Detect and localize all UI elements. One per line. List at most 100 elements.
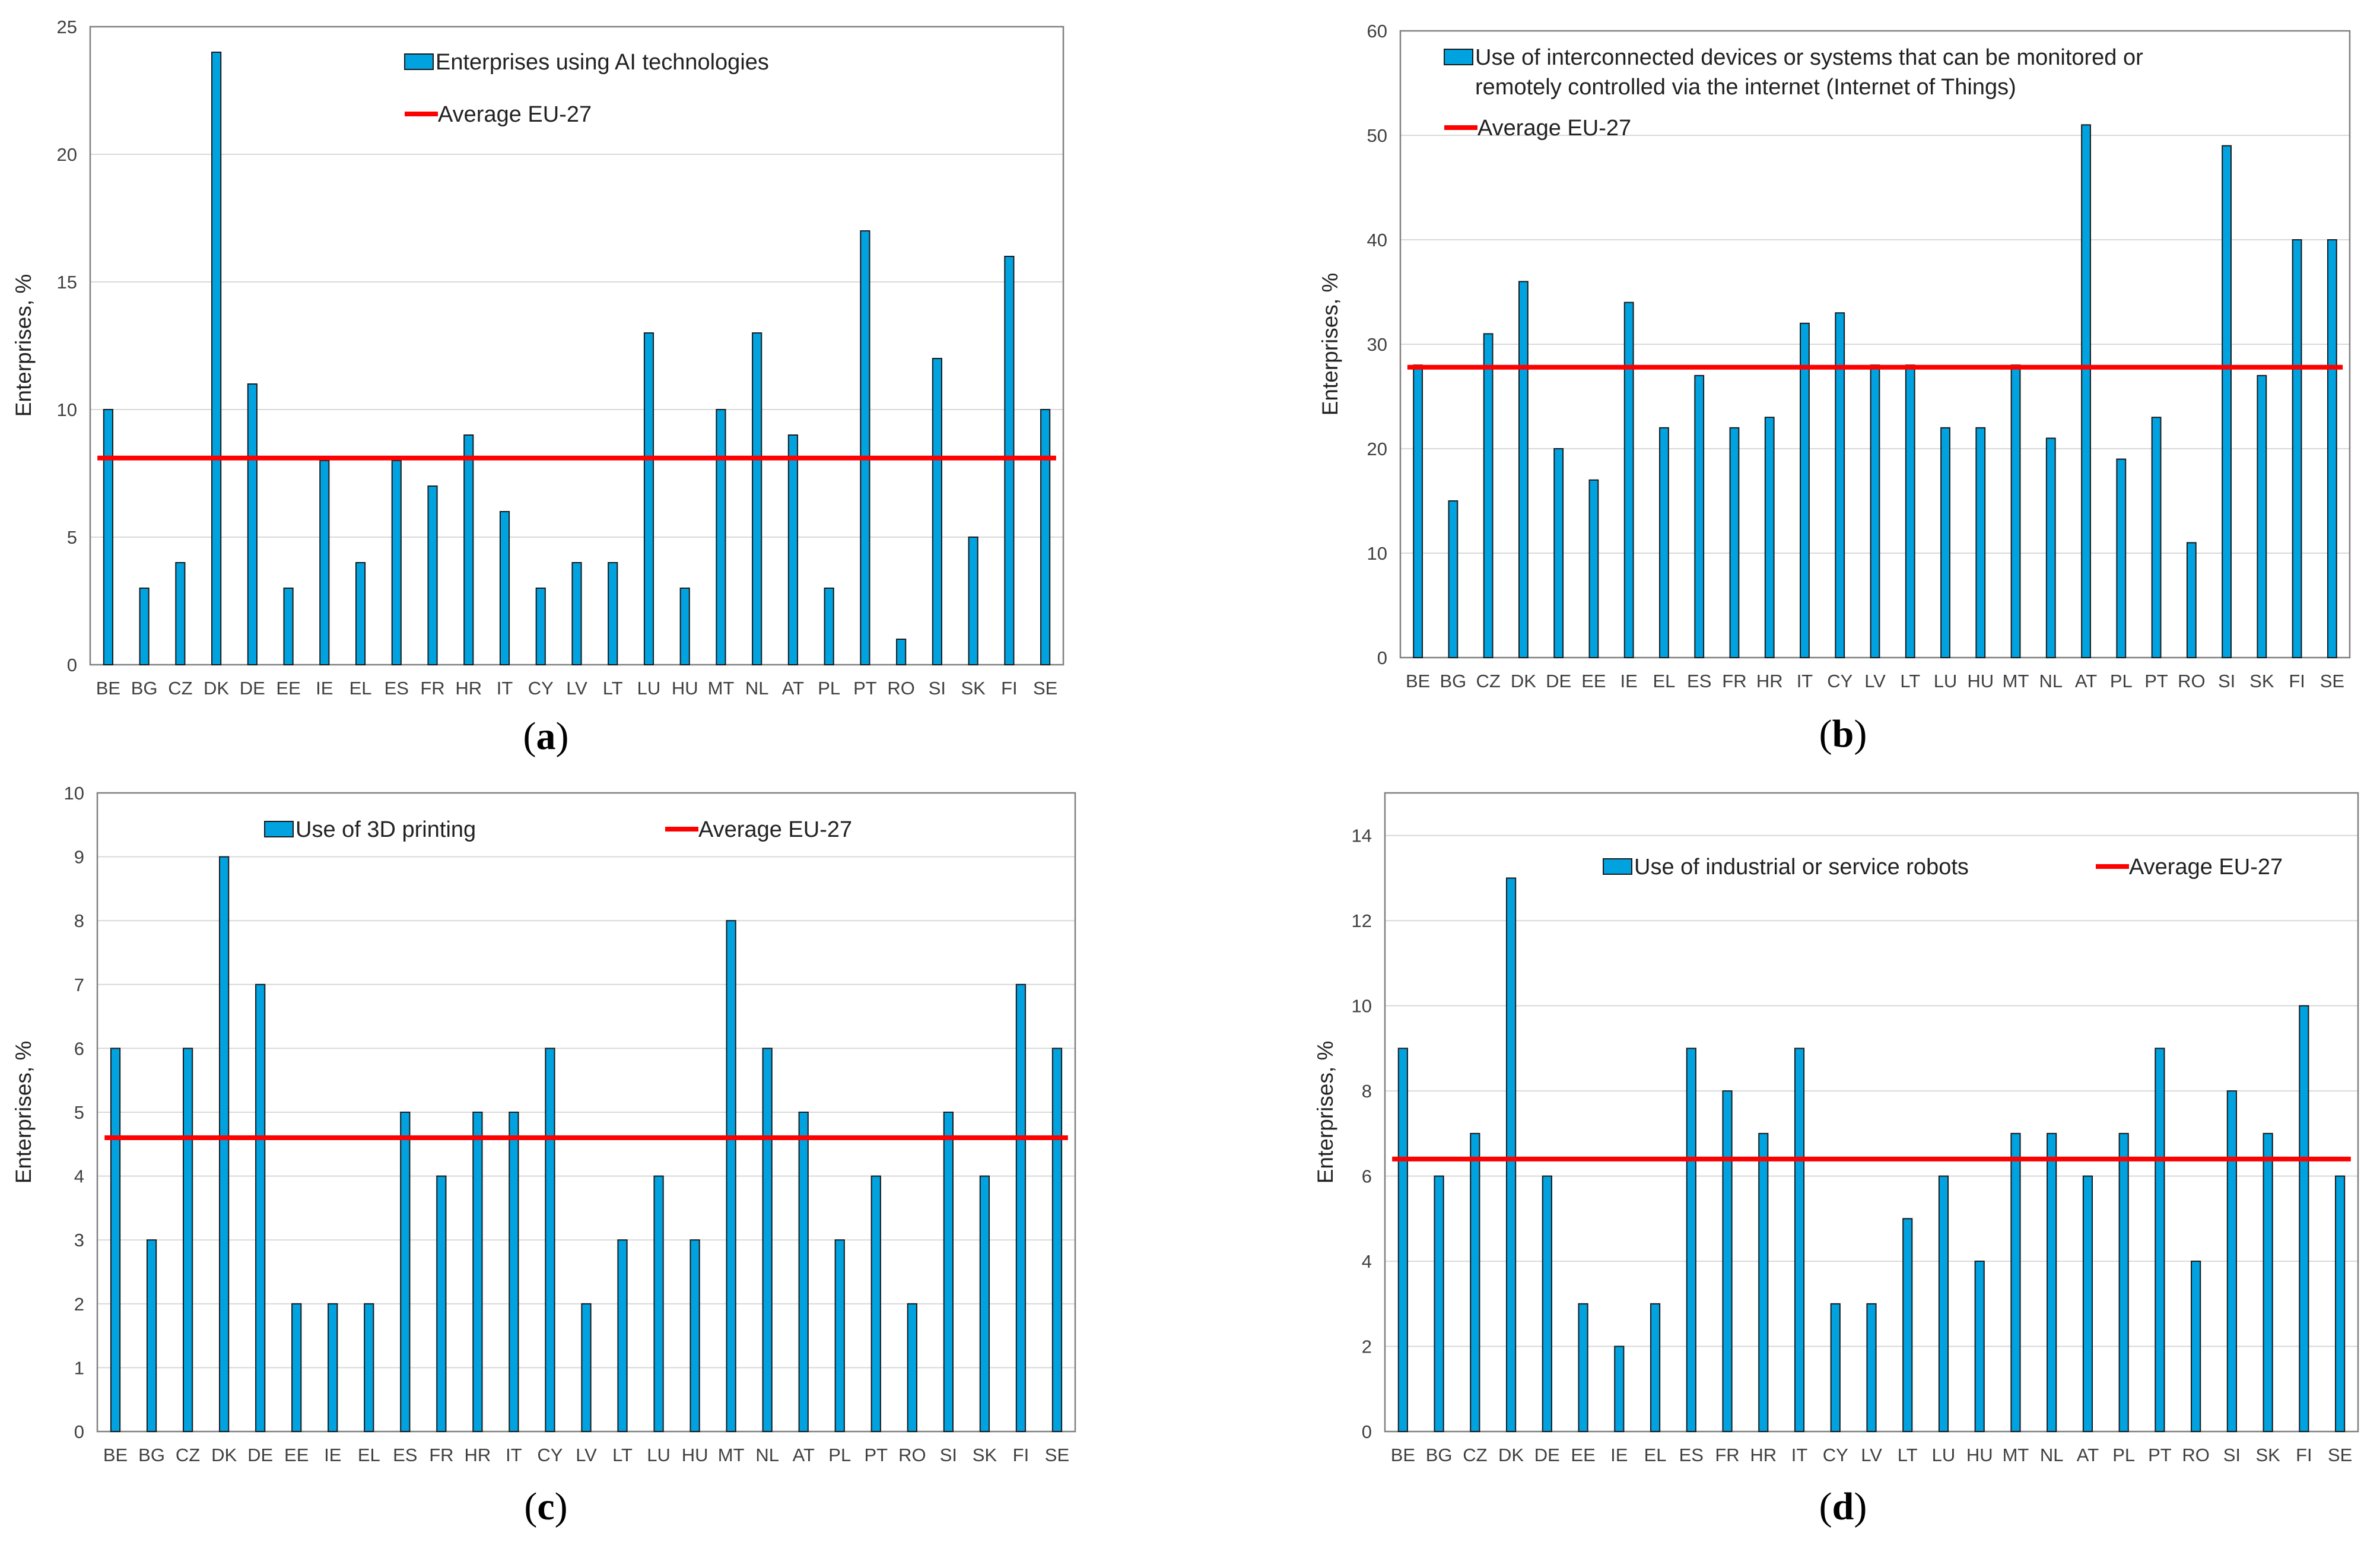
y-tick-label: 25: [57, 17, 77, 37]
y-tick-label: 0: [1377, 648, 1387, 668]
y-tick-label: 14: [1352, 826, 1372, 846]
bar-sk: [2263, 1132, 2273, 1433]
y-tick-label: 30: [1367, 334, 1387, 355]
bar-sk: [2257, 374, 2267, 658]
y-tick-label: 5: [67, 527, 77, 548]
chart-panel-c: 0 1 2 3 4 5 6 7 8 9 10 BE BG CZ DK DE EE IE EL ES FR HR IT CY LV…: [11, 783, 1076, 1528]
x-tick-label: PL: [828, 1445, 851, 1465]
bar-lv: [581, 1303, 592, 1433]
x-tick-label: LT: [1898, 1445, 1918, 1465]
bar-pt: [870, 1175, 881, 1432]
legend-series-line: Enterprises using AI technologies: [436, 50, 769, 75]
bar-hr: [1764, 417, 1775, 658]
panel-caption-letter: a: [536, 715, 556, 758]
bar-nl: [752, 332, 762, 665]
x-tick-label: EE: [276, 678, 300, 699]
x-tick-label: DK: [1498, 1445, 1524, 1465]
bar-ee: [1578, 1303, 1588, 1433]
bar-bg: [139, 588, 150, 665]
x-tick-label: ES: [393, 1445, 417, 1465]
bar-lt: [1902, 1218, 1913, 1432]
bar-ee: [1588, 479, 1599, 658]
bar-ro: [2186, 542, 2197, 659]
bar-cy: [1830, 1303, 1841, 1433]
y-tick-label: 40: [1367, 230, 1387, 250]
bar-lt: [617, 1239, 628, 1432]
legend-series-line: remotely controlled via the internet (In…: [1475, 75, 2016, 100]
x-tick-label: FI: [1013, 1445, 1029, 1465]
bar-se: [2327, 239, 2337, 658]
x-tick-label: RO: [898, 1445, 926, 1465]
x-tick-label: FR: [1715, 1445, 1739, 1465]
y-axis-label: Enterprises, %: [1313, 1041, 1337, 1184]
x-tick-label: SK: [961, 678, 986, 699]
x-tick-label: FI: [1001, 678, 1018, 699]
bar-cy: [1835, 312, 1845, 658]
bar-de: [255, 983, 266, 1433]
x-tick-label: ES: [1687, 671, 1711, 691]
x-tick-label: EE: [1581, 671, 1606, 691]
bar-pl: [2116, 458, 2127, 658]
bar-es: [391, 460, 402, 665]
bar-be: [1413, 364, 1423, 658]
bar-lu: [643, 332, 654, 665]
bar-hu: [1974, 1261, 1985, 1432]
x-tick-label: IE: [1610, 1445, 1628, 1465]
bar-sk: [979, 1175, 990, 1432]
bar-hu: [1975, 427, 1986, 658]
bar-mt: [2010, 364, 2021, 658]
x-tick-label: RO: [2182, 1445, 2210, 1465]
x-tick-label: LV: [1864, 671, 1886, 691]
y-tick-label: 4: [74, 1166, 84, 1187]
x-tick-label: SE: [2320, 671, 2344, 691]
y-tick-label: 20: [57, 144, 77, 165]
bar-nl: [2045, 437, 2056, 659]
bar-be: [110, 1048, 121, 1432]
bar-bg: [1434, 1175, 1444, 1432]
x-tick-label: CZ: [168, 678, 192, 699]
chart-panel-d: 0 2 4 6 8 10 12 14 BE BG CZ DK DE EE IE EL ES FR HR IT CY LV L…: [1313, 792, 2359, 1528]
bar-lv: [1866, 1303, 1877, 1433]
x-tick-label: BG: [138, 1445, 165, 1465]
x-tick-label: ES: [1679, 1445, 1704, 1465]
x-tick-label: BG: [1440, 671, 1466, 691]
bar-pl: [834, 1239, 845, 1432]
bar-it: [1794, 1048, 1805, 1432]
bar-de: [247, 383, 258, 665]
bar-cz: [1470, 1132, 1480, 1433]
x-tick-label: RO: [887, 678, 915, 699]
bar-pl: [824, 588, 834, 665]
bar-dk: [1518, 281, 1529, 658]
y-tick-label: 8: [74, 910, 84, 931]
x-tick-label: NL: [745, 678, 769, 699]
bar-lv: [571, 562, 582, 665]
panel-caption-open: (: [523, 715, 536, 758]
y-tick-label: 10: [1352, 996, 1372, 1017]
bar-lu: [653, 1175, 664, 1432]
y-tick-label: 6: [1362, 1166, 1372, 1187]
legend-bar-swatch: [1444, 49, 1473, 65]
x-tick-label: HR: [1756, 671, 1783, 691]
panel-caption-close: ): [1854, 712, 1867, 756]
bar-el: [1659, 427, 1669, 658]
x-tick-label: SE: [2328, 1445, 2352, 1465]
bar-hu: [689, 1239, 700, 1432]
bar-pl: [2118, 1132, 2129, 1433]
y-tick-label: 20: [1367, 439, 1387, 459]
legend-bar-swatch: [1603, 858, 1632, 875]
x-tick-label: AT: [793, 1445, 815, 1465]
bar-mt: [726, 920, 736, 1432]
bar-si: [2222, 145, 2232, 659]
panel-caption-letter: b: [1832, 712, 1854, 756]
bar-ie: [328, 1303, 338, 1433]
x-tick-label: CZ: [1476, 671, 1500, 691]
x-tick-label: LU: [647, 1445, 671, 1465]
bar-se: [1051, 1048, 1063, 1432]
x-tick-label: EL: [349, 678, 372, 699]
x-tick-label: RO: [2178, 671, 2206, 691]
x-tick-label: SE: [1045, 1445, 1069, 1465]
x-tick-label: BE: [103, 1445, 128, 1465]
bar-fi: [2299, 1005, 2309, 1432]
x-tick-label: FI: [2296, 1445, 2312, 1465]
x-tick-label: AT: [2075, 671, 2097, 691]
